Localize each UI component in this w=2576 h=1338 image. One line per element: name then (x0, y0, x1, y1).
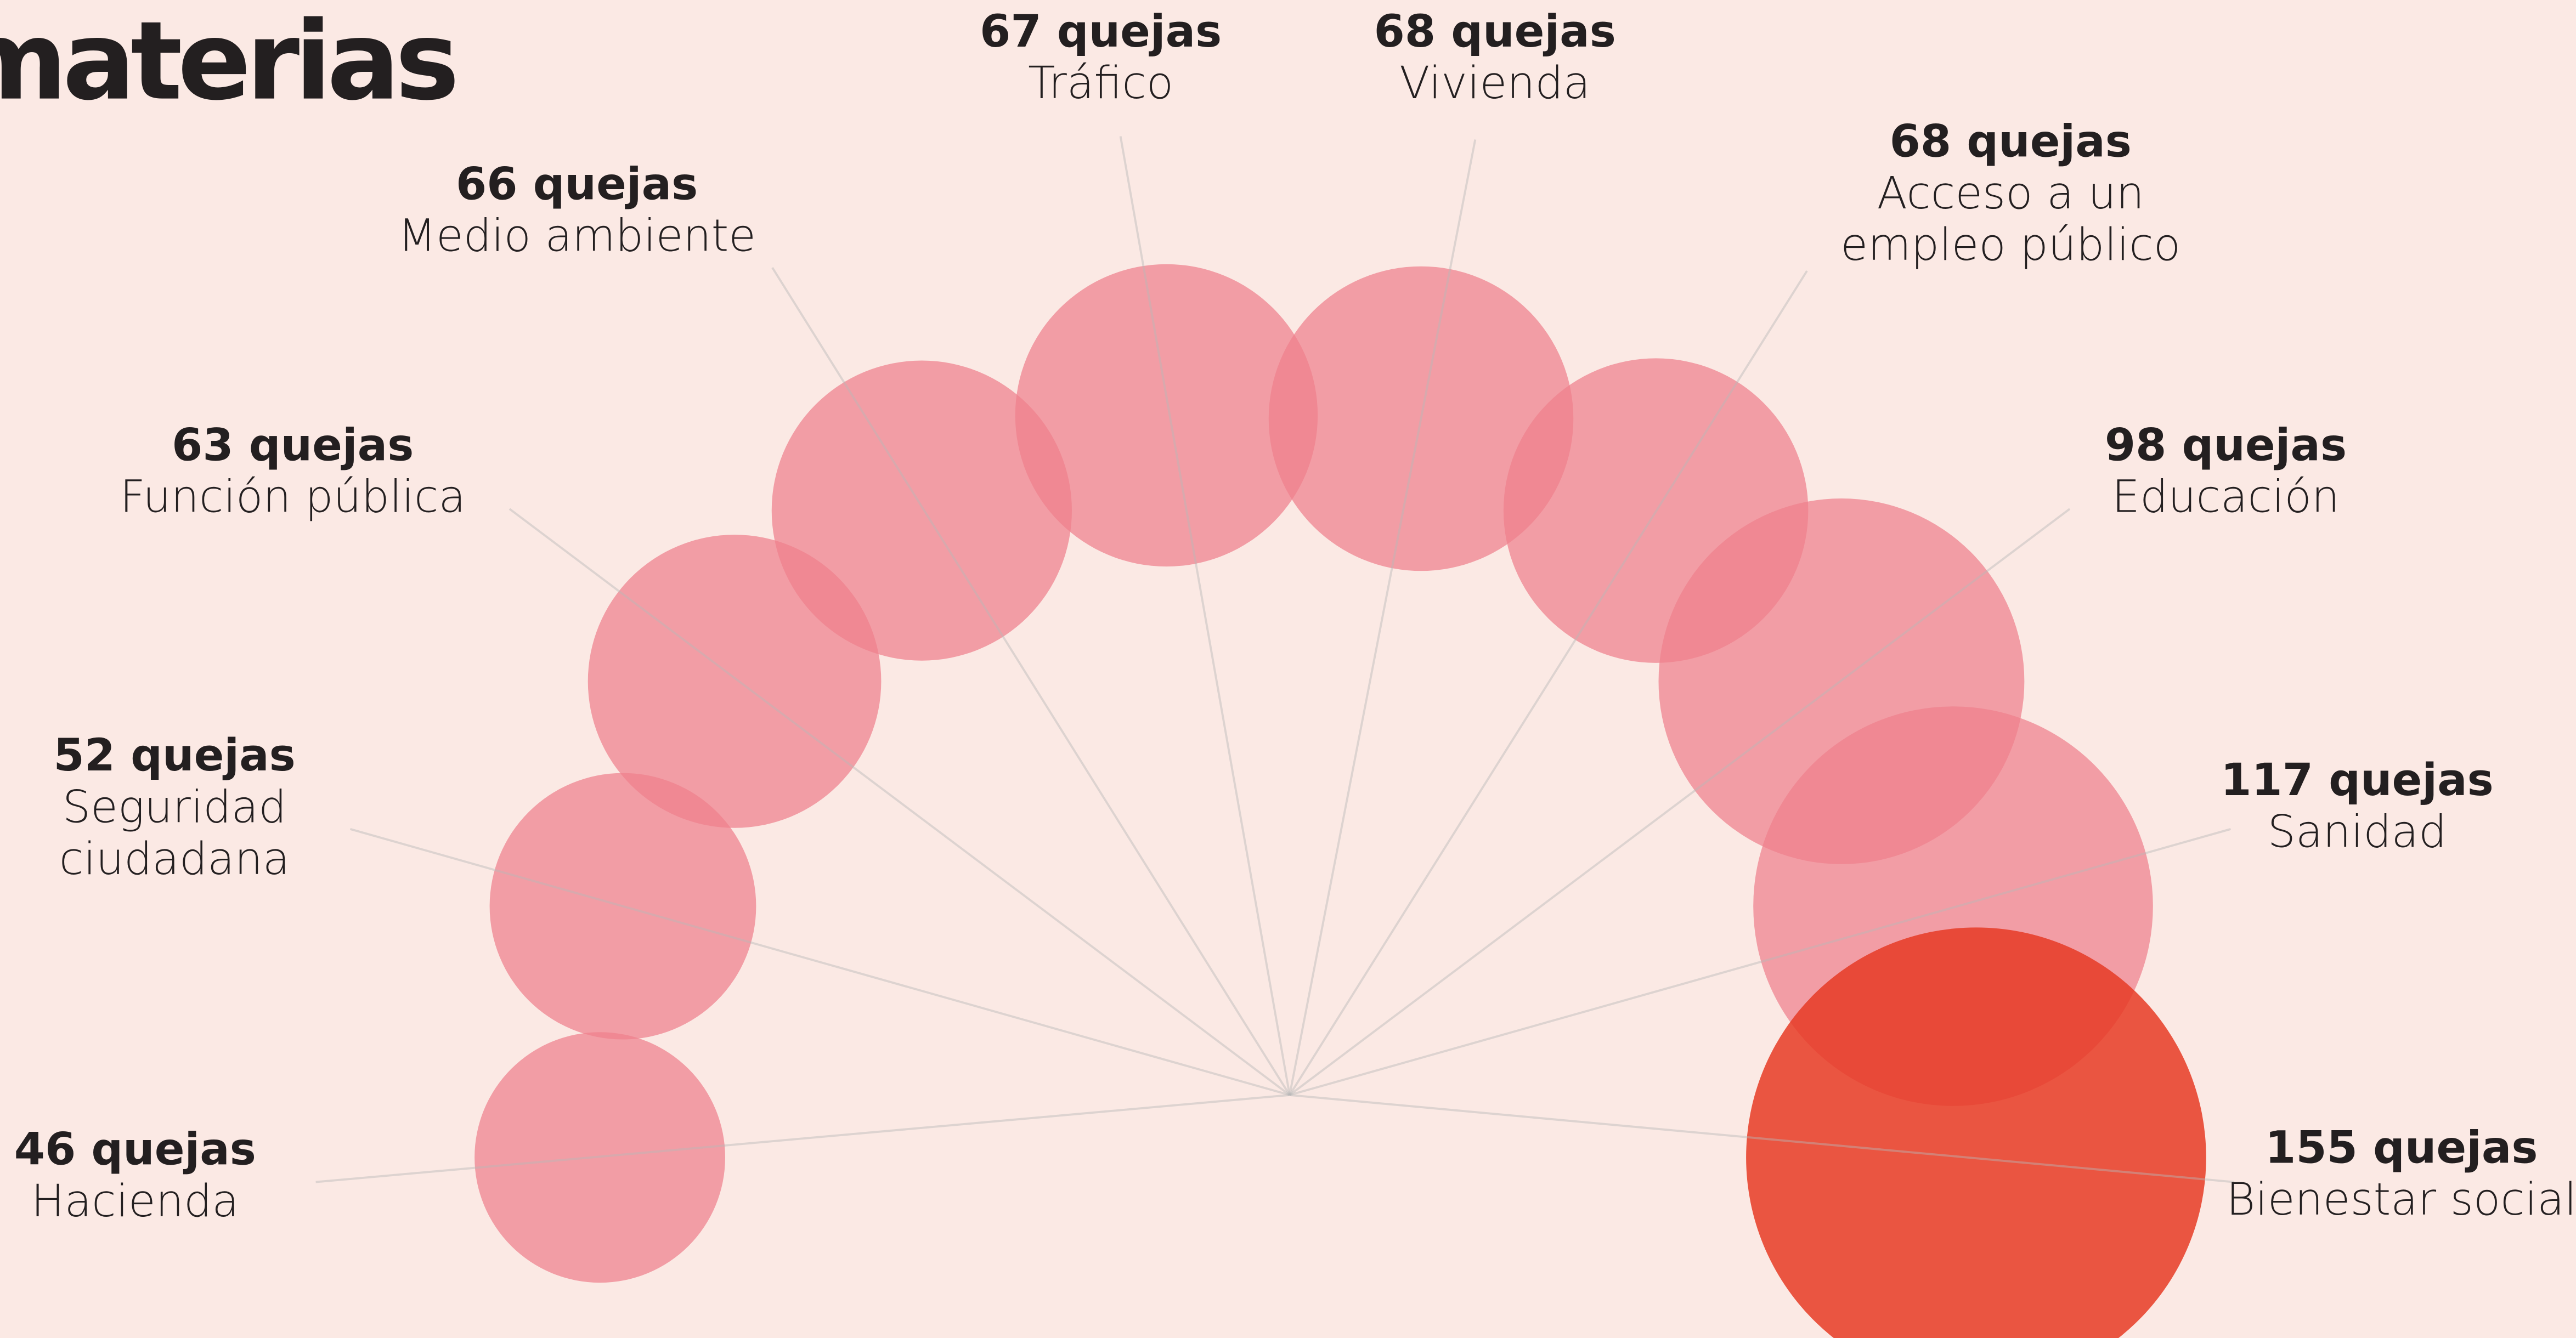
category-label: Acceso a un (1877, 168, 2144, 219)
value-label: 63 quejas (172, 419, 414, 471)
leader-line (1289, 1093, 2234, 1183)
category-label: Sanidad (2268, 806, 2447, 858)
bubble (1268, 266, 1574, 571)
leader-line (1119, 136, 1291, 1096)
bubble (1015, 264, 1318, 567)
bubble (1746, 927, 2206, 1338)
value-label: 68 quejas (1374, 6, 1616, 58)
value-label: 155 quejas (2265, 1122, 2538, 1174)
category-label: Tráfico (1028, 58, 1173, 109)
leader-line (1289, 508, 2071, 1096)
leader-line (1289, 828, 2232, 1096)
leader-line (509, 508, 1291, 1096)
leader-line (349, 828, 1290, 1096)
leader-lines (315, 136, 2234, 1183)
category-label: Vivienda (1399, 58, 1590, 109)
value-label: 66 quejas (456, 158, 698, 210)
chart-title: materias (0, 0, 455, 124)
value-label: 117 quejas (2221, 755, 2493, 806)
leader-line (315, 1093, 1290, 1183)
bubble (489, 773, 756, 1040)
category-label: Seguridad (63, 781, 287, 833)
value-label: 68 quejas (1890, 116, 2132, 167)
bubble (474, 1032, 726, 1283)
category-label: Hacienda (31, 1176, 239, 1227)
bubbles (474, 264, 2206, 1338)
leader-line (771, 267, 1291, 1096)
category-label: ciudadana (59, 834, 290, 885)
value-label: 52 quejas (54, 730, 296, 781)
bubble (771, 360, 1072, 661)
category-label: Educación (2112, 472, 2340, 523)
value-label: 98 quejas (2105, 419, 2347, 471)
value-label: 67 quejas (980, 6, 1222, 58)
leader-line (1289, 270, 1808, 1096)
category-label: empleo público (1840, 219, 2180, 271)
value-label: 46 quejas (14, 1124, 256, 1176)
leader-line (1289, 139, 1477, 1096)
category-label: Función pública (120, 472, 466, 523)
category-label: Medio ambiente (398, 211, 756, 262)
category-label: Bienestar social (2226, 1174, 2576, 1226)
